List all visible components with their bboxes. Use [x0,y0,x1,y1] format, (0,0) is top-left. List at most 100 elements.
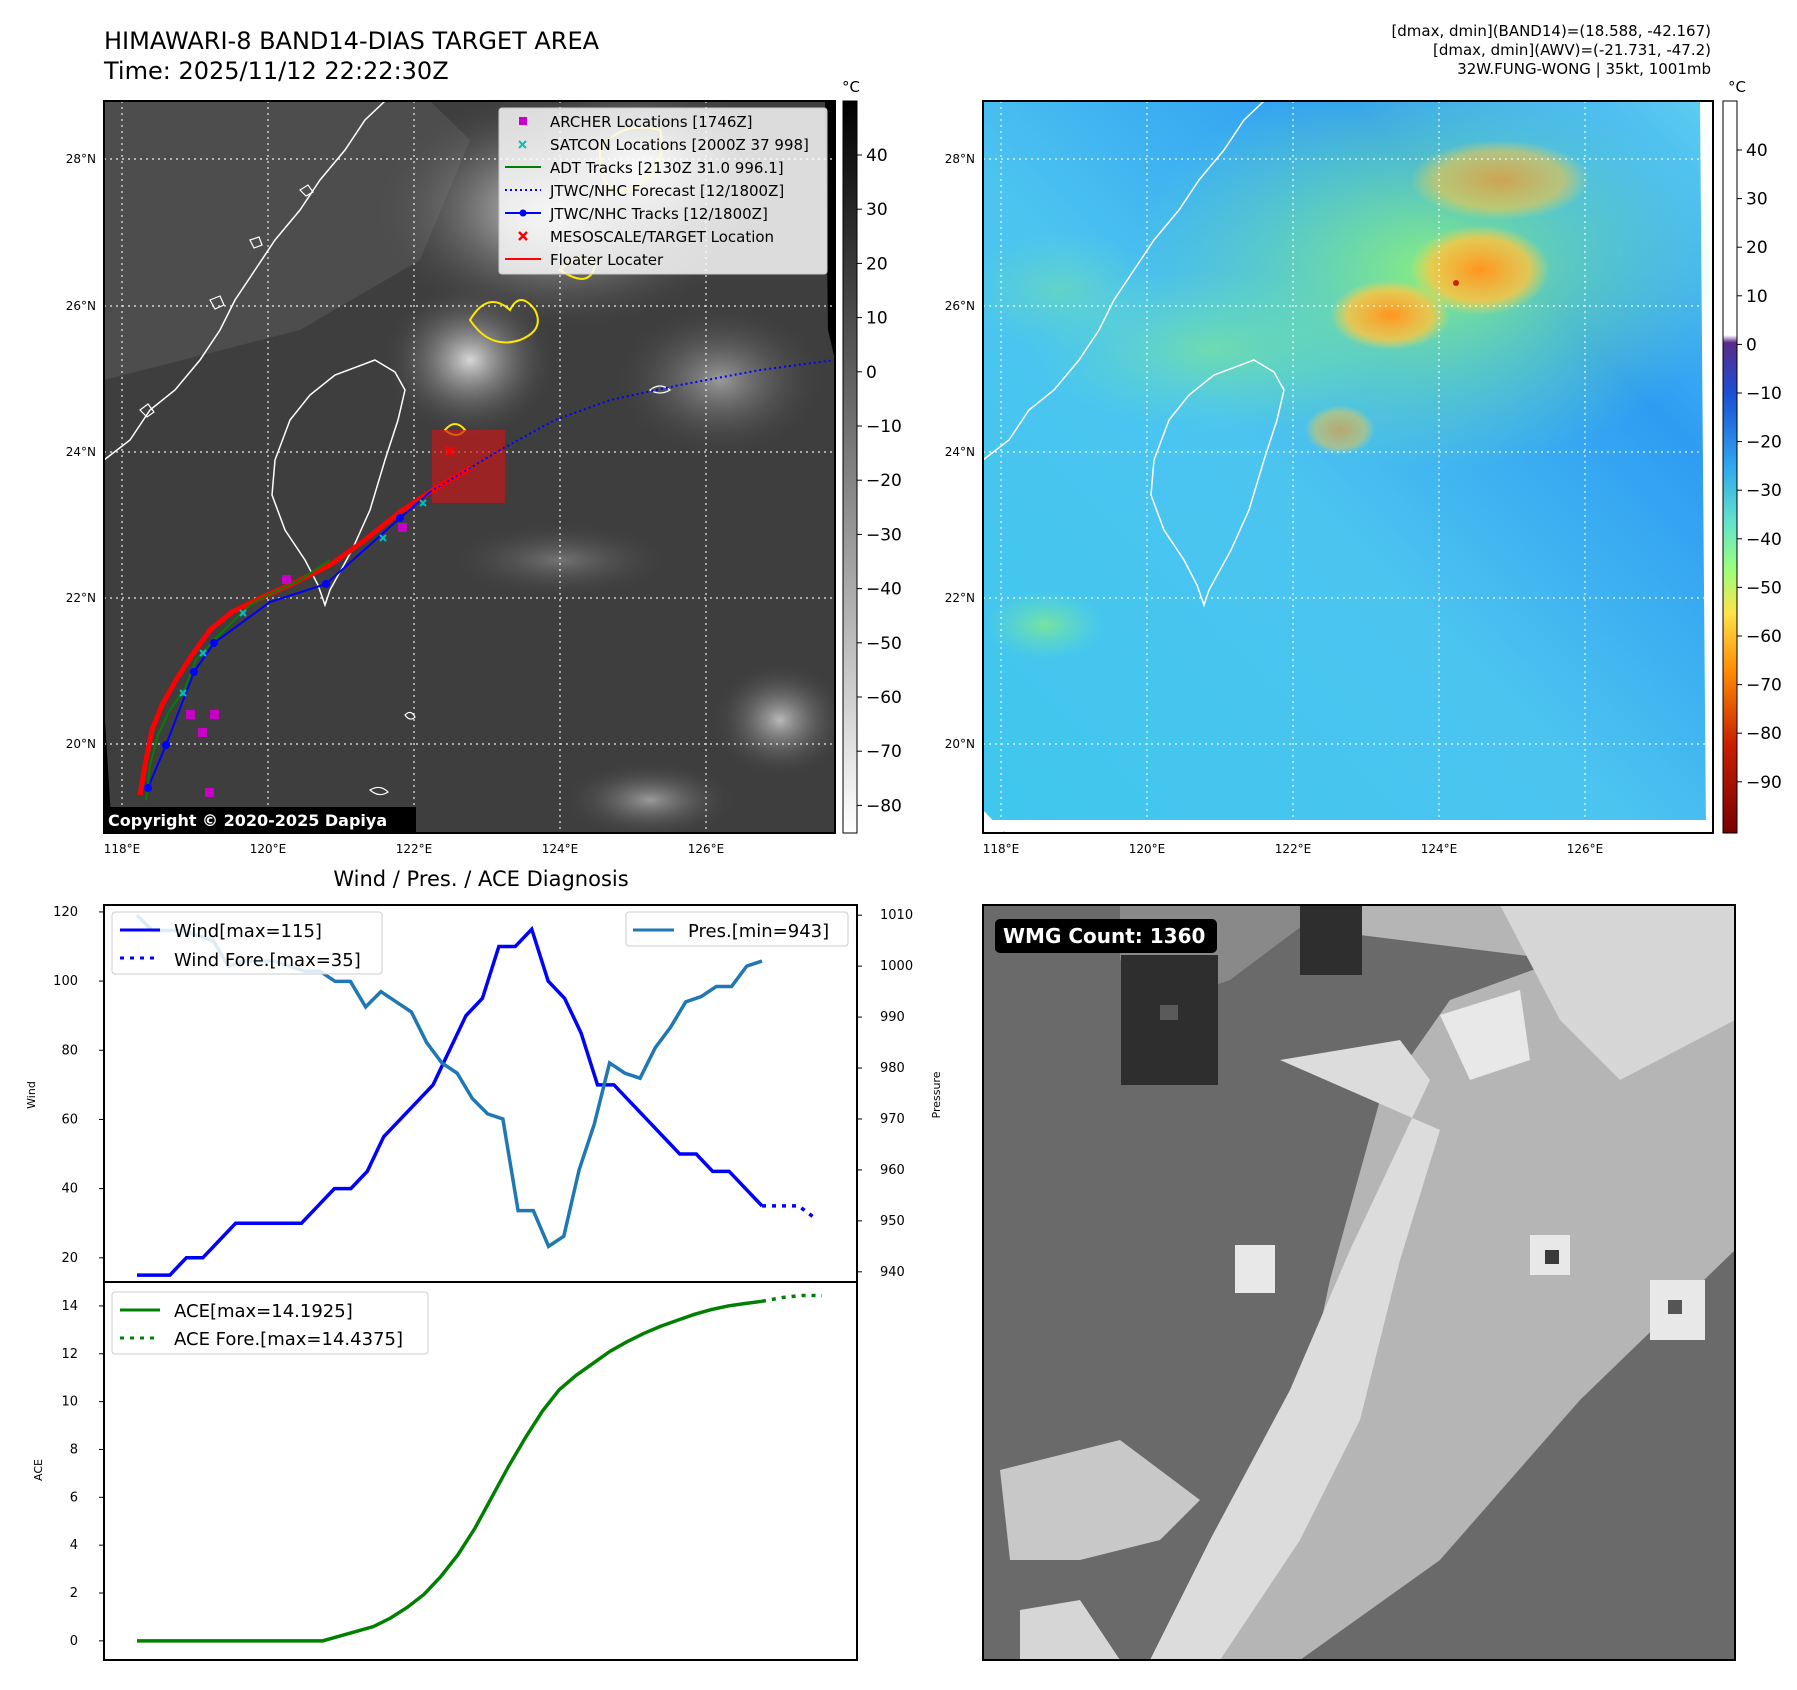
adt-track [145,559,331,801]
colorbar-tick-label: −40 [866,580,902,600]
legend-wind-fore: Wind Fore.[max=35] [174,950,361,971]
ir-colorbar-unit: °C [842,78,860,96]
lon-tick-label: 124°E [542,842,579,856]
legend-wind: Wind[max=115] [174,921,322,942]
ace-legend: ACE[max=14.1925] ACE Fore.[max=14.4375] [111,1291,429,1355]
lat-tick-label: 22°N [66,591,96,605]
colorbar-tick-label: −80 [1746,724,1782,744]
copyright-badge [104,807,416,832]
legend-target-symbol [518,231,528,241]
wmg-image [983,905,1735,1660]
colorbar-tick-label: 20 [1746,238,1768,258]
title-line-1: HIMAWARI-8 BAND14-DIAS TARGET AREA [104,27,600,55]
legend-archer-symbol [519,117,527,125]
lat-tick-label: 24°N [945,445,975,459]
colorbar-tick-label: −30 [866,525,902,545]
colorbar-tick-label: 30 [1746,190,1768,210]
ace-tick-label: 2 [70,1586,78,1601]
colorbar-tick-label: −60 [866,688,902,708]
colorbar-tick-label: −90 [1746,773,1782,793]
awv-colorbar [1722,100,1738,834]
ace-tick-label: 6 [70,1490,78,1505]
lon-tick-label: 122°E [1275,842,1312,856]
colorbar-tick-label: 30 [866,200,888,220]
legend-target: MESOSCALE/TARGET Location [550,228,774,246]
legend-ace-fore: ACE Fore.[max=14.4375] [174,1329,403,1350]
colorbar-tick-label: −50 [1746,578,1782,598]
storm-name: 32W.FUNG-WONG | 35kt, 1001mb [1457,60,1711,78]
colorbar-tick-label: −70 [1746,676,1782,696]
ir-lon-ticks: 118°E 120°E 122°E 124°E 126°E [104,842,725,856]
wind-tick-label: 100 [53,974,78,989]
colorbar-tick-label: −20 [866,471,902,491]
diagnosis-title: Wind / Pres. / ACE Diagnosis [333,867,628,891]
pres-tick-label: 1000 [880,959,913,974]
lat-tick-label: 26°N [945,299,975,313]
pres-axis-label: Pressure [930,1071,943,1118]
pres-tick-label: 940 [880,1265,905,1280]
lat-tick-label: 28°N [945,152,975,166]
ace-line [137,1299,763,1643]
ace-forecast-line [761,1293,822,1304]
lon-tick-label: 120°E [250,842,287,856]
target-marker [444,445,456,457]
ir-legend: ARCHER Locations [1746Z] SATCON Location… [498,107,828,275]
colorbar-tick-label: −10 [1746,384,1782,404]
title-line-2: Time: 2025/11/12 22:22:30Z [104,57,449,85]
awv-image [983,101,1713,833]
colorbar-tick-label: 0 [866,363,877,383]
ir-colorbar-ticks: 40 30 20 10 0 −10 −20 −30 −40 −50 −60 −70 −80 [857,146,902,816]
awv-lon-ticks: 118°E 120°E 122°E 124°E 126°E [983,842,1604,856]
awv-colorbar-ticks: 40 30 20 10 0 −10 −20 −30 −40 −50 −60 −70 −80 −90 [1737,141,1782,793]
floater-track [137,465,472,796]
pres-y-ticks: 1010 1000 990 980 970 960 950 940 [857,908,913,1280]
colorbar-tick-label: 10 [866,309,888,329]
colorbar-tick-label: −60 [1746,627,1782,647]
lat-tick-label: 24°N [66,445,96,459]
awv-gridlines [983,101,1713,833]
wind-axis-label: Wind [25,1081,38,1109]
colorbar-tick-label: −10 [866,417,902,437]
legend-adt: ADT Tracks [2130Z 31.0 996.1] [550,159,784,177]
lon-tick-label: 120°E [1129,842,1166,856]
legend-archer: ARCHER Locations [1746Z] [550,113,753,131]
jtwc-track [147,491,431,789]
pres-tick-label: 960 [880,1163,905,1178]
wind-tick-label: 120 [53,905,78,920]
lon-tick-label: 126°E [688,842,725,856]
colorbar-tick-label: 20 [866,254,888,274]
ace-tick-label: 14 [61,1299,78,1314]
wind-line [137,925,764,1277]
satcon-markers [179,499,427,697]
lat-tick-label: 28°N [66,152,96,166]
storm-info: [dmax, dmin](BAND14)=(18.588, -42.167) [… [1111,22,1711,79]
lat-tick-label: 20°N [66,737,96,751]
awv-colorbar-unit: °C [1728,78,1746,96]
pres-tick-label: 970 [880,1112,905,1127]
awv-range: [dmax, dmin](AWV)=(-21.731, -47.2) [1432,41,1711,59]
wmg-frame [982,904,1736,1661]
band14-range: [dmax, dmin](BAND14)=(18.588, -42.167) [1391,22,1711,40]
wmg-badge [995,919,1217,953]
jtwc-forecast [429,359,835,493]
pres-tick-label: 950 [880,1214,905,1229]
wmg-count: WMG Count: 1360 [1003,924,1205,948]
legend-pres: Pres.[min=943] [688,921,829,942]
pres-legend: Pres.[min=943] [625,911,849,947]
lat-tick-label: 26°N [66,299,96,313]
legend-tracks: JTWC/NHC Tracks [12/1800Z] [549,205,768,223]
ace-tick-label: 0 [70,1634,78,1649]
archer-markers [186,523,407,797]
awv-lat-ticks: 28°N 26°N 24°N 22°N 20°N [945,152,975,751]
awv-frame [982,100,1714,834]
ir-frame [103,100,836,834]
legend-floater: Floater Locater [550,251,664,269]
ace-axis-label: ACE [32,1459,45,1481]
pres-tick-label: 990 [880,1010,905,1025]
wind-tick-label: 40 [61,1182,78,1197]
pres-tick-label: 1010 [880,908,913,923]
legend-ace: ACE[max=14.1925] [174,1301,353,1322]
lon-tick-label: 118°E [983,842,1020,856]
lat-tick-label: 22°N [945,591,975,605]
wind-tick-label: 80 [61,1043,78,1058]
